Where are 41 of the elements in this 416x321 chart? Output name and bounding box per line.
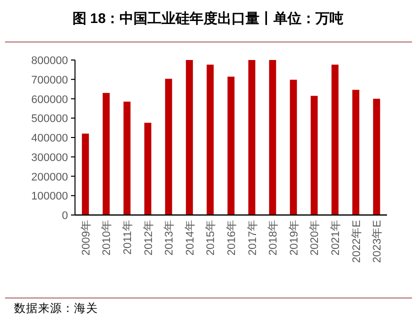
bar [102, 92, 110, 215]
x-tick-label: 2022年E [350, 220, 363, 263]
bar [228, 76, 234, 215]
x-tick-label: 2023年E [372, 220, 384, 263]
y-tick-label: 200000 [31, 171, 68, 184]
bar [186, 60, 193, 215]
bar [82, 134, 89, 215]
bar [206, 64, 214, 215]
x-tick-label: 2016年 [226, 220, 238, 256]
x-tick-label: 2015年 [205, 220, 218, 256]
bar [165, 78, 172, 215]
source-note: 数据来源：海关 [14, 301, 98, 315]
x-tick-label: 2012年 [142, 220, 155, 256]
x-tick-label: 2011年 [122, 220, 134, 255]
bar [248, 60, 256, 215]
x-tick-label: 2020年 [309, 220, 322, 256]
x-tick-label: 2014年 [184, 220, 196, 256]
bar [332, 64, 338, 215]
x-tick-label: 2010年 [101, 220, 114, 256]
y-tick-label: 0 [62, 210, 68, 222]
bar [352, 90, 360, 215]
x-tick-label: 2017年 [246, 220, 259, 256]
bar [144, 122, 152, 215]
x-tick-label: 2013年 [164, 220, 176, 256]
bar [310, 96, 318, 215]
bar [124, 102, 130, 215]
y-tick-label: 500000 [31, 113, 68, 126]
bar [269, 60, 276, 215]
y-tick-label: 400000 [31, 132, 68, 144]
chart-title: 图 18：中国工业硅年度出口量丨单位：万吨 [72, 10, 344, 26]
y-tick-label: 800000 [31, 55, 68, 67]
y-tick-label: 100000 [31, 190, 68, 203]
x-tick-label: 2021年 [330, 220, 342, 256]
x-tick-label: 2009年 [80, 220, 92, 256]
bar [290, 80, 297, 215]
y-tick-label: 600000 [31, 94, 68, 106]
bar [373, 98, 380, 215]
y-tick-label: 700000 [31, 74, 68, 86]
y-tick-label: 300000 [31, 152, 68, 164]
x-tick-label: 2018年 [268, 220, 280, 256]
x-tick-label: 2019年 [288, 220, 300, 256]
